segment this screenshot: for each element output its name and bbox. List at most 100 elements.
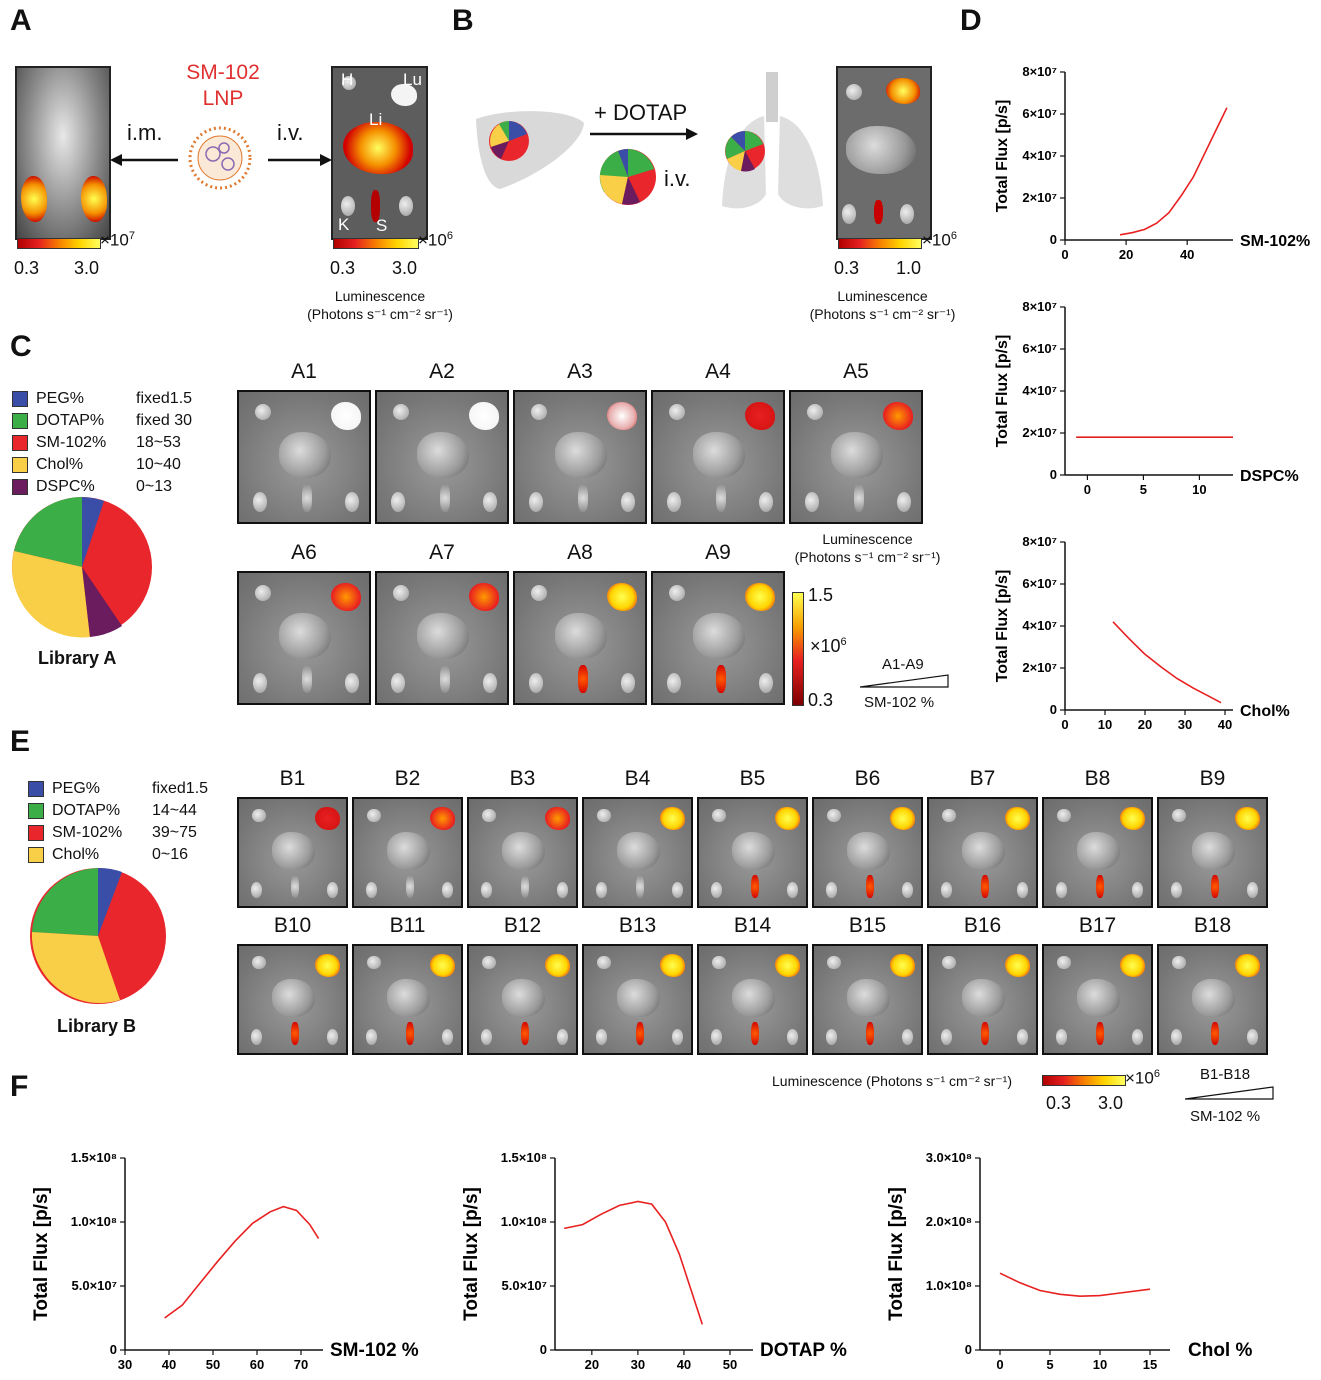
range-wedge-a [860, 674, 949, 688]
spleen [440, 484, 450, 512]
tile-label: B8 [1084, 767, 1111, 790]
legend-item: Chol% 0~16 [28, 846, 188, 864]
tile-label: B17 [1078, 914, 1117, 937]
x-axis-label: DSPC% [1240, 468, 1299, 485]
lung-signal [1120, 807, 1146, 831]
organ-tile [697, 944, 808, 1055]
kidney [1246, 881, 1259, 899]
y-tick-label: 4×10⁷ [1022, 618, 1057, 633]
x-tick-label: 5 [1046, 1357, 1053, 1372]
kidney [556, 1028, 569, 1046]
range-wedge-b [1185, 1086, 1274, 1100]
heart [712, 808, 726, 823]
organ-label-li: Li [369, 110, 383, 129]
heart [597, 955, 611, 970]
x-tick-label: 15 [1143, 1357, 1157, 1372]
lung-signal [315, 807, 341, 831]
colorbar-a2 [333, 238, 419, 249]
organ-tile [513, 571, 647, 705]
panel-label-b: B [452, 4, 474, 37]
luminescence-label-b: Luminescence (Photons s⁻¹ cm⁻² sr⁻¹) [809, 288, 956, 322]
kidney [441, 1028, 454, 1046]
heart [393, 585, 409, 601]
x-axis-label: SM-102% [1240, 233, 1310, 250]
kidney [1131, 881, 1144, 899]
liver [555, 613, 607, 659]
y-tick-label: 0 [1050, 467, 1057, 482]
kidney [326, 881, 339, 899]
lung-signal [331, 402, 361, 430]
pie-library-a [12, 497, 152, 638]
y-tick-label: 8×10⁷ [1022, 299, 1057, 314]
organ-tile [1157, 797, 1268, 908]
colorbar-a1-max: 3.0 [74, 258, 100, 278]
kidney [391, 673, 405, 693]
kidney [901, 881, 914, 899]
colorbar-b [838, 238, 922, 249]
kidney [825, 1028, 838, 1046]
spleen [1211, 875, 1220, 899]
tile-label: A8 [567, 541, 593, 564]
tile-label: A1 [291, 360, 317, 383]
y-tick-label: 1.5×10⁸ [71, 1150, 117, 1165]
tile-label: B4 [624, 767, 651, 790]
x-tick-label: 40 [1180, 247, 1194, 262]
y-tick-label: 3.0×10⁸ [926, 1150, 972, 1165]
heart [712, 955, 726, 970]
lung-signal [1005, 954, 1031, 978]
y-axis-label: Total Flux [p/s] [994, 570, 1011, 683]
kidney [345, 673, 359, 693]
series-line [999, 1272, 1151, 1298]
legend-swatch [28, 781, 44, 797]
tile-label: B14 [733, 914, 772, 937]
liver [732, 832, 776, 871]
liver [502, 832, 546, 871]
colorbar-b-max: 1.0 [896, 258, 922, 278]
kidney [786, 881, 799, 899]
organ-tile [927, 944, 1038, 1055]
spleen [981, 1022, 990, 1046]
lung-signal [315, 954, 341, 978]
liver [272, 979, 316, 1018]
organ-tile [467, 797, 578, 908]
organ-tile [812, 797, 923, 908]
organ-tile [1157, 944, 1268, 1055]
tile-label: A9 [705, 541, 731, 564]
tile-label: B3 [509, 767, 536, 790]
lung-signal [469, 583, 499, 611]
kidney [786, 1028, 799, 1046]
kidney [710, 881, 723, 899]
lung-signal [1235, 807, 1261, 831]
y-tick-label: 0 [540, 1342, 547, 1357]
heart [1172, 808, 1186, 823]
legend-swatch [12, 457, 28, 473]
legend-swatch [12, 479, 28, 495]
tile-label: A7 [429, 541, 455, 564]
tile-label: B9 [1199, 767, 1226, 790]
legend-swatch [28, 803, 44, 819]
lung-signal [331, 583, 361, 611]
x-tick-label: 0 [996, 1357, 1003, 1372]
colorbar-a2-mult: ×106 [418, 230, 453, 250]
liver [279, 613, 331, 659]
y-tick-label: 2×10⁷ [1022, 190, 1057, 205]
legend-item: DSPC% 0~13 [12, 478, 172, 496]
lung-signal [745, 402, 775, 430]
liver [617, 979, 661, 1018]
pie-lung [725, 131, 765, 172]
spleen [1096, 1022, 1105, 1046]
heart [531, 585, 547, 601]
colorbar-a1-min: 0.3 [14, 258, 40, 278]
legend-item: PEG% fixed1.5 [12, 390, 192, 408]
y-axis-label: Total Flux [p/s] [994, 335, 1011, 448]
spleen [751, 875, 760, 899]
heart [942, 955, 956, 970]
legend-range: 18~53 [136, 434, 181, 451]
legend-name: DSPC% [36, 478, 95, 495]
luminescence-label-a: Luminescence (Photons s⁻¹ cm⁻² sr⁻¹) [307, 288, 453, 322]
kidney [391, 492, 405, 512]
lung-signal [607, 583, 637, 611]
lung-signal [890, 954, 916, 978]
kidney [825, 881, 838, 899]
heart [393, 404, 409, 420]
